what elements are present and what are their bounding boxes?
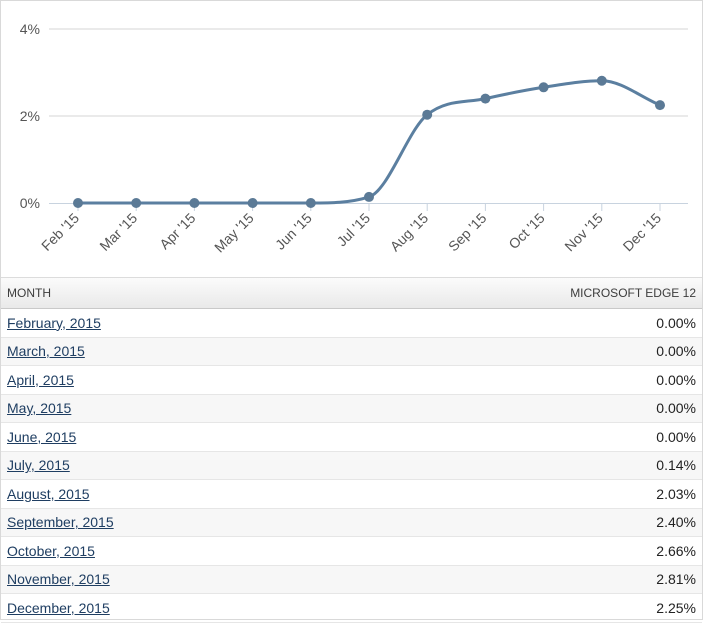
x-tick-label: Nov '15 bbox=[561, 210, 606, 255]
data-point bbox=[422, 109, 433, 120]
data-point bbox=[189, 198, 200, 208]
x-tick-label: May '15 bbox=[211, 210, 257, 256]
x-tick-label: Oct '15 bbox=[505, 210, 548, 253]
share-value: 0.14% bbox=[656, 457, 696, 474]
share-value: 2.81% bbox=[656, 571, 696, 588]
share-value: 2.03% bbox=[656, 485, 696, 502]
data-point bbox=[305, 198, 316, 208]
value-column-header: MICROSOFT EDGE 12 bbox=[570, 286, 696, 300]
month-link[interactable]: December, 2015 bbox=[7, 599, 110, 616]
x-tick-label: Jun '15 bbox=[272, 210, 315, 253]
y-tick-label: 4% bbox=[20, 21, 40, 37]
table-row: August, 2015 2.03% bbox=[1, 480, 702, 509]
x-tick-label: Mar '15 bbox=[96, 210, 140, 254]
table-row: March, 2015 0.00% bbox=[1, 337, 702, 366]
table-row: July, 2015 0.14% bbox=[1, 451, 702, 480]
x-tick-label: Feb '15 bbox=[38, 210, 82, 254]
table-row: October, 2015 2.66% bbox=[1, 537, 702, 566]
month-link[interactable]: April, 2015 bbox=[7, 371, 74, 388]
table-row: November, 2015 2.81% bbox=[1, 565, 702, 594]
x-tick-label: Aug '15 bbox=[387, 210, 432, 255]
share-value: 2.40% bbox=[656, 514, 696, 531]
line-chart: 0% 2% 4% Feb '15 Mar '15 Apr '15 May '15 Jun '1… bbox=[20, 21, 688, 256]
table-body: February, 2015 0.00% March, 2015 0.00% April… bbox=[1, 309, 702, 623]
data-point bbox=[655, 100, 665, 111]
share-value: 0.00% bbox=[656, 314, 696, 331]
data-point bbox=[480, 93, 491, 104]
x-tick-label: Jul '15 bbox=[334, 210, 374, 250]
y-tick-label: 0% bbox=[20, 195, 40, 211]
data-point bbox=[596, 75, 607, 86]
table-row: February, 2015 0.00% bbox=[1, 309, 702, 338]
month-link[interactable]: October, 2015 bbox=[7, 542, 95, 559]
series-line bbox=[77, 79, 661, 205]
data-point bbox=[538, 82, 549, 93]
share-value: 0.00% bbox=[656, 428, 696, 445]
x-tick-label: Apr '15 bbox=[156, 210, 199, 253]
month-link[interactable]: September, 2015 bbox=[7, 514, 114, 531]
data-point bbox=[131, 198, 142, 208]
month-link[interactable]: March, 2015 bbox=[7, 343, 85, 360]
month-column-header: MONTH bbox=[7, 286, 51, 300]
data-point bbox=[364, 191, 374, 202]
month-link[interactable]: February, 2015 bbox=[7, 314, 101, 331]
x-tick-label: Dec '15 bbox=[620, 210, 665, 255]
table-header-row: MONTH MICROSOFT EDGE 12 bbox=[1, 277, 702, 309]
table-row: September, 2015 2.40% bbox=[1, 508, 702, 537]
data-point bbox=[73, 198, 83, 208]
share-value: 2.66% bbox=[656, 542, 696, 559]
table-row: June, 2015 0.00% bbox=[1, 423, 702, 452]
table-row: April, 2015 0.00% bbox=[1, 366, 702, 395]
data-point bbox=[247, 198, 258, 208]
month-link[interactable]: May, 2015 bbox=[7, 400, 72, 417]
table-row: May, 2015 0.00% bbox=[1, 394, 702, 423]
y-tick-label: 2% bbox=[20, 108, 40, 124]
table-row: December, 2015 2.25% bbox=[1, 594, 702, 623]
share-value: 0.00% bbox=[656, 343, 696, 360]
month-link[interactable]: July, 2015 bbox=[7, 457, 70, 474]
share-value: 0.00% bbox=[656, 371, 696, 388]
month-link[interactable]: June, 2015 bbox=[7, 428, 77, 445]
month-link[interactable]: November, 2015 bbox=[7, 571, 110, 588]
data-table: MONTH MICROSOFT EDGE 12 February, 2015 0.… bbox=[1, 277, 702, 623]
month-link[interactable]: August, 2015 bbox=[7, 485, 90, 502]
share-value: 2.25% bbox=[656, 599, 696, 616]
share-value: 0.00% bbox=[656, 400, 696, 417]
x-tick-label: Sep '15 bbox=[445, 210, 490, 255]
